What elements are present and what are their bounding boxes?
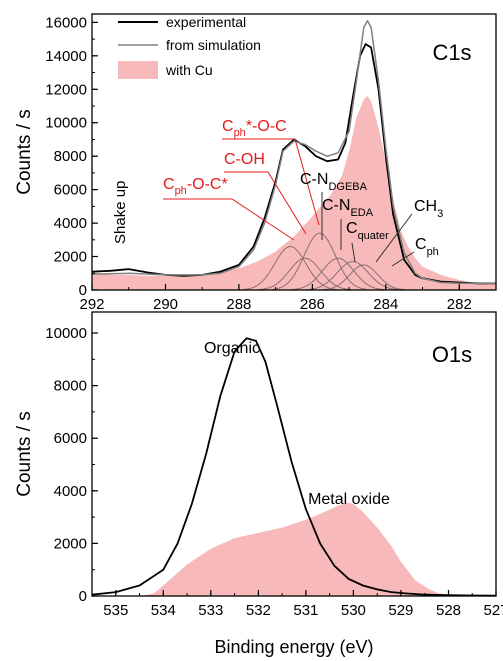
annotation-c-oh: C-OH bbox=[224, 151, 265, 168]
x-axis-label: Binding energy (eV) bbox=[214, 637, 373, 657]
x-tick-label: 533 bbox=[198, 602, 223, 619]
y-tick-label: 6000 bbox=[54, 430, 87, 447]
annotation-cquater: Cquater bbox=[346, 220, 389, 242]
y-tick-label: 4000 bbox=[54, 215, 87, 232]
o1s-panel-label: O1s bbox=[432, 342, 472, 367]
x-tick-label: 531 bbox=[293, 602, 318, 619]
x-tick-label: 282 bbox=[447, 296, 472, 313]
leader-cph-o-cstar bbox=[163, 198, 295, 241]
x-tick-label: 292 bbox=[79, 296, 104, 313]
c1s-plot-area bbox=[91, 19, 496, 291]
leader-cquater bbox=[351, 242, 356, 263]
o1s-y-ticks: 0 2000 4000 6000 8000 10000 bbox=[45, 325, 98, 605]
annotation-cph-o-c-star: Cph*-O-C bbox=[222, 118, 287, 139]
o1s-x-ticks: 535 534 533 532 531 530 529 528 527 bbox=[91, 590, 503, 619]
series-from-simulation bbox=[91, 19, 496, 285]
y-tick-label: 2000 bbox=[54, 535, 87, 552]
x-tick-label: 527 bbox=[483, 602, 503, 619]
x-tick-label: 288 bbox=[226, 296, 251, 313]
y-tick-label: 2000 bbox=[54, 249, 87, 266]
leader-c-oh bbox=[224, 171, 307, 235]
x-tick-label: 528 bbox=[436, 602, 461, 619]
y-tick-label: 0 bbox=[79, 282, 87, 299]
y-tick-label: 10000 bbox=[45, 325, 87, 342]
series-experimental bbox=[91, 337, 497, 597]
y-tick-label: 10000 bbox=[45, 115, 87, 132]
y-tick-label: 12000 bbox=[45, 81, 87, 98]
series-with-cu-area bbox=[92, 502, 496, 596]
component-peak-1 bbox=[243, 246, 337, 290]
o1s-panel: 535 534 533 532 531 530 529 528 527 0 2000 4000 600… bbox=[14, 311, 503, 619]
x-tick-label: 534 bbox=[151, 602, 176, 619]
c1s-annotations: Shake up Cph*-O-C C-OH Cph-O-C* C-NDGEBA… bbox=[112, 118, 443, 267]
annotation-cn-eda: C-NEDA bbox=[322, 197, 374, 219]
c1s-x-ticks: 292 290 288 286 284 282 bbox=[79, 284, 497, 313]
y-tick-label: 8000 bbox=[54, 378, 87, 395]
x-tick-label: 284 bbox=[373, 296, 398, 313]
o1s-y-axis-label: Counts / s bbox=[14, 411, 35, 497]
component-peak-3 bbox=[272, 232, 367, 290]
leader-ch3 bbox=[375, 213, 413, 263]
component-peak-5 bbox=[305, 261, 400, 291]
annotation-cph-o-cstar: Cph-O-C* bbox=[163, 176, 228, 197]
y-tick-label: 8000 bbox=[54, 148, 87, 165]
leader-cph bbox=[391, 251, 415, 267]
y-tick-label: 6000 bbox=[54, 182, 87, 199]
c1s-legend: experimental from simulation with Cu bbox=[118, 14, 261, 79]
x-tick-label: 286 bbox=[300, 296, 325, 313]
component-peak-6 bbox=[321, 264, 406, 291]
c1s-y-ticks: 0 2000 4000 6000 8000 10000 12000 14000 16000 bbox=[45, 14, 98, 299]
legend-cu-label: with Cu bbox=[165, 62, 213, 78]
x-tick-label: 529 bbox=[388, 602, 413, 619]
y-tick-label: 0 bbox=[79, 588, 87, 605]
o1s-frame bbox=[91, 311, 497, 597]
component-peak-2 bbox=[258, 257, 352, 291]
annotation-metal-oxide: Metal oxide bbox=[308, 491, 390, 508]
legend-cu-swatch bbox=[118, 61, 158, 79]
annotation-ch3: CH3 bbox=[414, 198, 443, 220]
x-tick-label: 290 bbox=[153, 296, 178, 313]
c1s-panel: 292 290 288 286 284 282 0 2000 4000 6000 8000 1000… bbox=[14, 13, 497, 313]
leader-cph-o-c-star bbox=[222, 138, 320, 226]
x-tick-label: 535 bbox=[103, 602, 128, 619]
o1s-plot-area bbox=[91, 337, 497, 597]
x-tick-label: 532 bbox=[246, 602, 271, 619]
y-tick-label: 16000 bbox=[45, 14, 87, 31]
legend-simulation-label: from simulation bbox=[166, 37, 261, 53]
annotation-cph: Cph bbox=[415, 236, 439, 258]
series-with-cu-area bbox=[92, 96, 496, 290]
annotation-shake-up: Shake up bbox=[112, 181, 129, 244]
component-peak-4 bbox=[291, 257, 385, 291]
legend-experimental-label: experimental bbox=[166, 14, 246, 30]
annotation-organic: Organic bbox=[204, 340, 260, 357]
c1s-panel-label: C1s bbox=[432, 40, 471, 65]
c1s-y-axis-label: Counts / s bbox=[14, 109, 35, 195]
x-tick-label: 530 bbox=[341, 602, 366, 619]
y-tick-label: 4000 bbox=[54, 483, 87, 500]
c1s-frame bbox=[91, 13, 497, 291]
annotation-cn-dgeba: C-NDGEBA bbox=[300, 171, 368, 193]
y-tick-label: 14000 bbox=[45, 48, 87, 65]
